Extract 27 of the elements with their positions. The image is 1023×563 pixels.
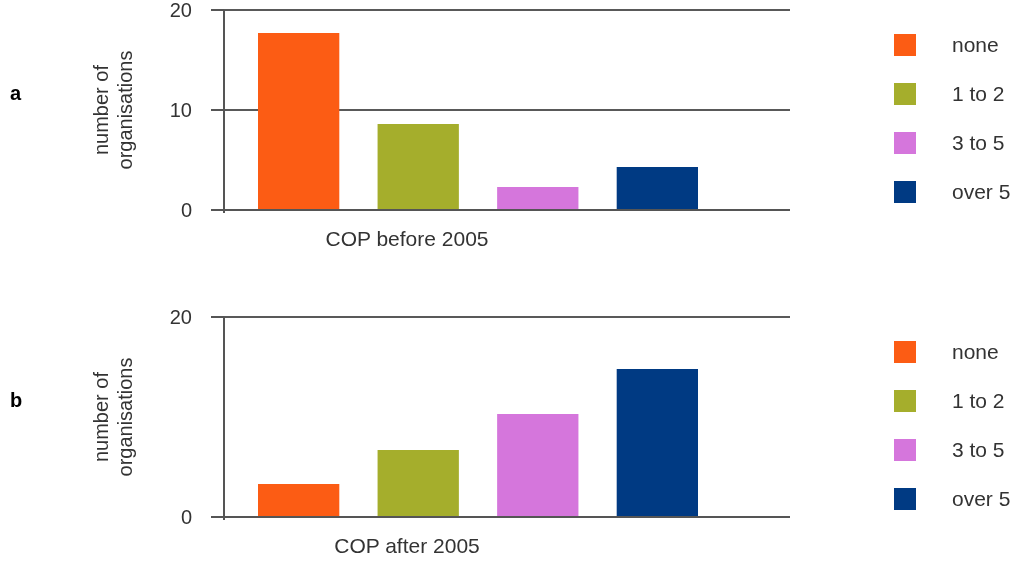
bar bbox=[258, 33, 340, 210]
bar bbox=[616, 167, 698, 210]
legend-label: 1 to 2 bbox=[952, 389, 1005, 413]
y-axis-title: number of organisations bbox=[90, 357, 136, 477]
x-axis-title: COP after 2005 bbox=[334, 534, 480, 557]
text: a bbox=[10, 82, 22, 104]
bar bbox=[377, 450, 459, 517]
bar bbox=[258, 484, 340, 517]
legend-label: 3 to 5 bbox=[952, 438, 1005, 462]
bar bbox=[497, 187, 579, 210]
bar bbox=[497, 414, 579, 517]
legend-label: none bbox=[952, 340, 999, 364]
x-axis-title: COP before 2005 bbox=[325, 227, 489, 250]
y-tick-label: 0 bbox=[180, 199, 192, 221]
legend-label: over 5 bbox=[952, 487, 1011, 511]
bar bbox=[616, 369, 698, 517]
y-tick-label: 0 bbox=[180, 506, 192, 528]
legend-label: none bbox=[952, 33, 999, 57]
y-axis-title: number of organisations bbox=[90, 50, 136, 170]
y-tick-label: 10 bbox=[169, 99, 192, 121]
legend-label: 3 to 5 bbox=[952, 131, 1005, 155]
bar bbox=[377, 124, 459, 210]
y-tick-label: 20 bbox=[169, 306, 192, 328]
text: b bbox=[10, 389, 23, 411]
y-tick-label: 20 bbox=[169, 0, 192, 21]
legend-label: over 5 bbox=[952, 180, 1011, 204]
legend-label: 1 to 2 bbox=[952, 82, 1005, 106]
